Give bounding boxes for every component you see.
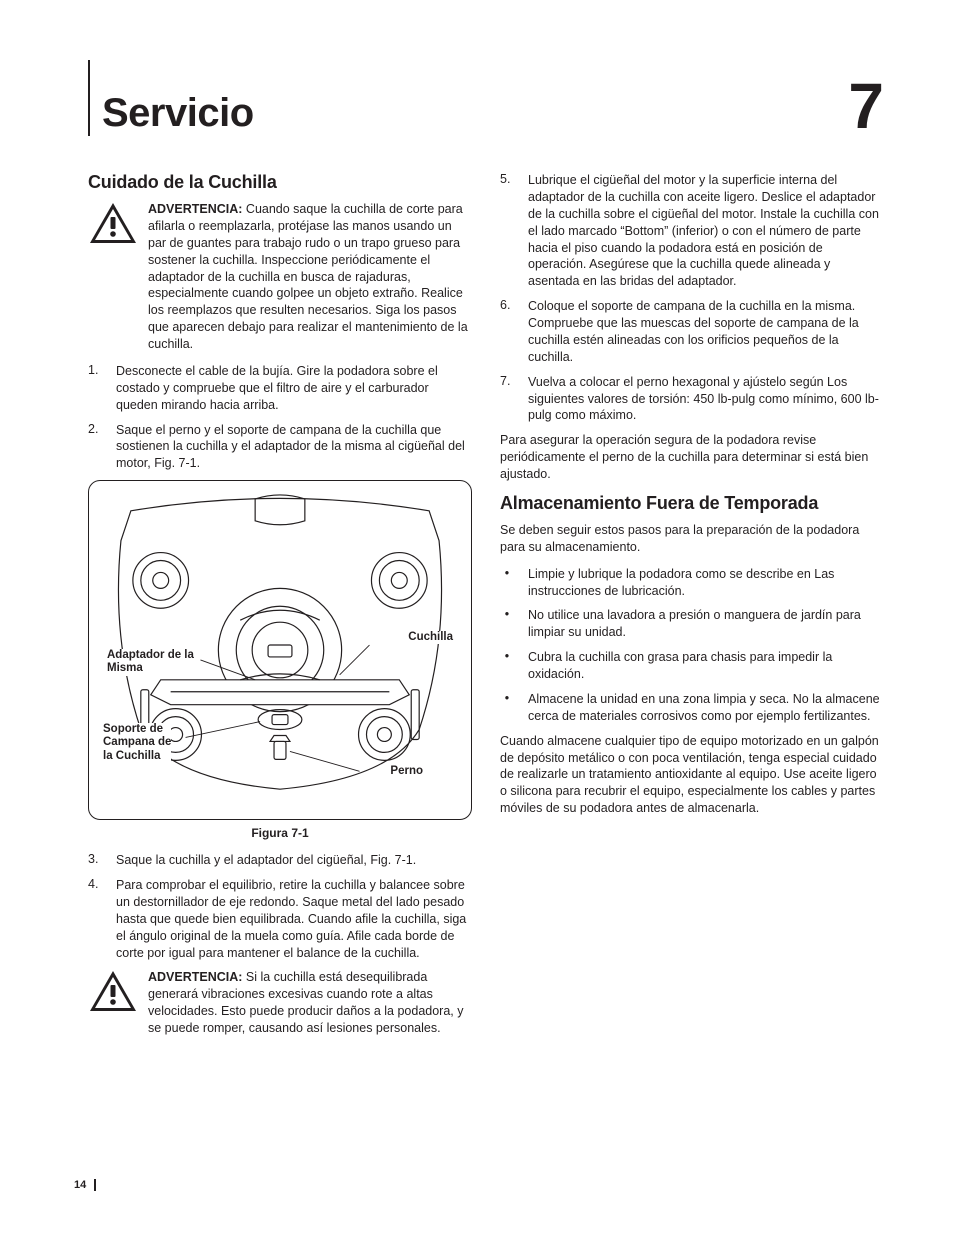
warning-text: ADVERTENCIA: Cuando saque la cuchilla de… <box>148 201 472 353</box>
steps-list-2: Saque la cuchilla y el adaptador del cig… <box>88 852 472 961</box>
section-title: Servicio <box>102 91 254 136</box>
list-item: No utilice una lavadora a presión o mang… <box>528 607 884 641</box>
steps-list-3: Lubrique el cigüeñal del motor y la supe… <box>500 172 884 424</box>
list-item: Limpie y lubrique la podadora como se de… <box>528 566 884 600</box>
list-item: Cubra la cuchilla con grasa para chasis … <box>528 649 884 683</box>
page-header: Servicio 7 <box>88 60 884 136</box>
left-column: Cuidado de la Cuchilla ADVERTENCIA: Cuan… <box>88 172 472 1047</box>
figure-label-cuchilla: Cuchilla <box>408 631 453 644</box>
list-item: Saque la cuchilla y el adaptador del cig… <box>116 852 416 869</box>
subsection-heading: Almacenamiento Fuera de Temporada <box>500 493 884 514</box>
chapter-number: 7 <box>848 78 884 136</box>
right-column: Lubrique el cigüeñal del motor y la supe… <box>500 172 884 1047</box>
subsection-heading: Cuidado de la Cuchilla <box>88 172 472 193</box>
content-columns: Cuidado de la Cuchilla ADVERTENCIA: Cuan… <box>88 172 884 1047</box>
warning-icon <box>88 201 138 245</box>
figure-label-adaptador: Adaptador de la Misma <box>107 649 194 675</box>
bullet-list: Limpie y lubrique la podadora como se de… <box>500 566 884 725</box>
steps-list-1: Desconecte el cable de la bujía. Gire la… <box>88 363 472 472</box>
warning-icon <box>88 969 138 1013</box>
warning-label: ADVERTENCIA: <box>148 970 242 984</box>
list-item: Vuelva a colocar el perno hexagonal y aj… <box>528 374 884 425</box>
warning-text: ADVERTENCIA: Si la cuchilla está desequi… <box>148 969 472 1037</box>
figure-label-soporte: Soporte de Campana de la Cuchilla <box>103 723 171 763</box>
warning-block: ADVERTENCIA: Si la cuchilla está desequi… <box>88 969 472 1037</box>
figure-7-1: Cuchilla Adaptador de la Misma Soporte d… <box>88 480 472 820</box>
list-item: Saque el perno y el soporte de campana d… <box>116 422 472 473</box>
figure-caption: Figura 7-1 <box>88 826 472 840</box>
list-item: Lubrique el cigüeñal del motor y la supe… <box>528 172 884 290</box>
paragraph: Para asegurar la operación segura de la … <box>500 432 884 483</box>
list-item: Coloque el soporte de campana de la cuch… <box>528 298 884 366</box>
warning-label: ADVERTENCIA: <box>148 202 242 216</box>
list-item: Almacene la unidad en una zona limpia y … <box>528 691 884 725</box>
paragraph: Cuando almacene cualquier tipo de equipo… <box>500 733 884 817</box>
warning-body: Cuando saque la cuchilla de corte para a… <box>148 202 468 351</box>
warning-block: ADVERTENCIA: Cuando saque la cuchilla de… <box>88 201 472 353</box>
list-item: Para comprobar el equilibrio, retire la … <box>116 877 472 961</box>
list-item: Desconecte el cable de la bujía. Gire la… <box>116 363 472 414</box>
page-number: 14 <box>74 1179 96 1191</box>
figure-label-perno: Perno <box>390 765 423 778</box>
paragraph: Se deben seguir estos pasos para la prep… <box>500 522 884 556</box>
